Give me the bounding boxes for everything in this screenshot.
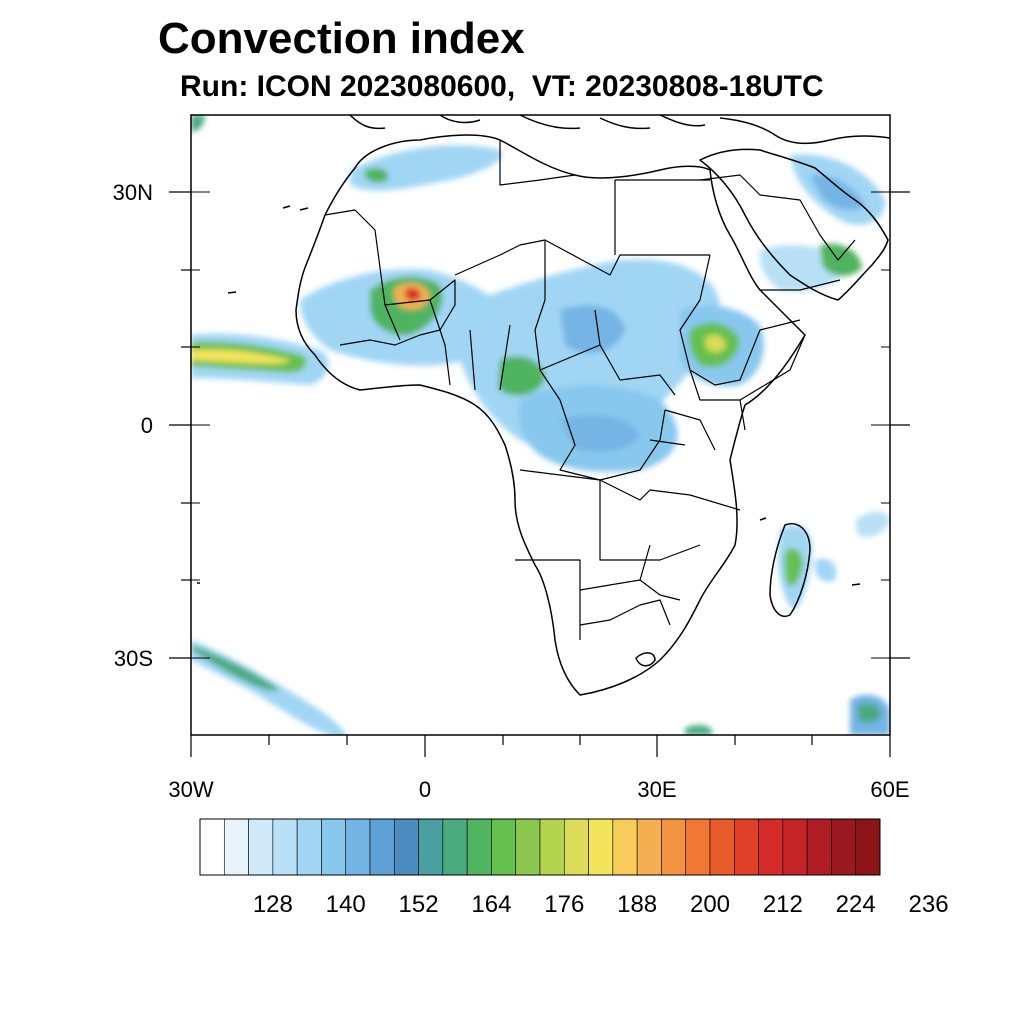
colorbar-swatch	[515, 818, 541, 876]
colorbar-swatch	[685, 818, 711, 876]
colorbar-swatch	[321, 818, 347, 876]
colorbar-swatch	[199, 818, 225, 876]
colorbar-label: 236	[909, 891, 949, 918]
x-tick-30e: 30E	[637, 777, 676, 802]
colorbar-swatch	[491, 818, 517, 876]
colorbar-swatch	[563, 818, 589, 876]
map-area	[191, 115, 890, 735]
map-title: Convection index	[158, 14, 525, 63]
colorbar-label: 176	[544, 891, 584, 918]
x-tick-30w: 30W	[168, 777, 213, 802]
convection-field	[191, 115, 890, 735]
colorbar-swatch	[466, 818, 492, 876]
colorbar-label: 212	[763, 891, 803, 918]
colorbar-swatch	[393, 818, 419, 876]
colorbar-swatch	[758, 818, 784, 876]
y-tick-0: 0	[141, 413, 153, 438]
x-axis-labels: 30W 0 30E 60E	[168, 777, 909, 802]
colorbar-label: 224	[836, 891, 876, 918]
x-tick-60e: 60E	[870, 777, 909, 802]
colorbar-label: 188	[617, 891, 657, 918]
colorbar-swatch	[782, 818, 808, 876]
colorbar-swatch	[733, 818, 759, 876]
colorbar-swatch	[806, 818, 832, 876]
y-axis-ticks	[169, 191, 910, 659]
colorbar-swatch	[345, 818, 371, 876]
x-axis-ticks	[190, 735, 891, 757]
colorbar-labels: 128 140 152 164 176 188 200 212 224 236	[253, 891, 949, 918]
colorbar-label: 152	[399, 891, 439, 918]
colorbar-swatch	[831, 818, 857, 876]
colorbar-swatch	[709, 818, 735, 876]
colorbar-swatch	[369, 818, 395, 876]
inner-ticks	[191, 191, 890, 659]
colorbar	[199, 818, 881, 876]
colorbar-swatch	[588, 818, 614, 876]
colorbar-swatch	[296, 818, 322, 876]
colorbar-swatch	[539, 818, 565, 876]
y-tick-30n: 30N	[113, 180, 153, 205]
colorbar-label: 128	[253, 891, 293, 918]
y-tick-30s: 30S	[114, 646, 153, 671]
colorbar-swatch	[223, 818, 249, 876]
colorbar-label: 140	[326, 891, 366, 918]
country-borders	[324, 140, 856, 640]
colorbar-label: 200	[690, 891, 730, 918]
coastlines	[197, 115, 890, 696]
colorbar-swatch	[661, 818, 687, 876]
colorbar-swatch	[418, 818, 444, 876]
x-tick-0: 0	[419, 777, 431, 802]
colorbar-swatch	[272, 818, 298, 876]
colorbar-swatch	[442, 818, 468, 876]
colorbar-swatch	[636, 818, 662, 876]
colorbar-swatch	[612, 818, 638, 876]
map-subtitle: Run: ICON 2023080600, VT: 20230808-18UTC	[180, 70, 824, 103]
y-axis-labels: 30N 0 30S	[113, 180, 153, 671]
colorbar-swatch	[248, 818, 274, 876]
colorbar-label: 164	[471, 891, 511, 918]
colorbar-outline	[199, 818, 881, 876]
colorbar-swatch	[855, 818, 881, 876]
